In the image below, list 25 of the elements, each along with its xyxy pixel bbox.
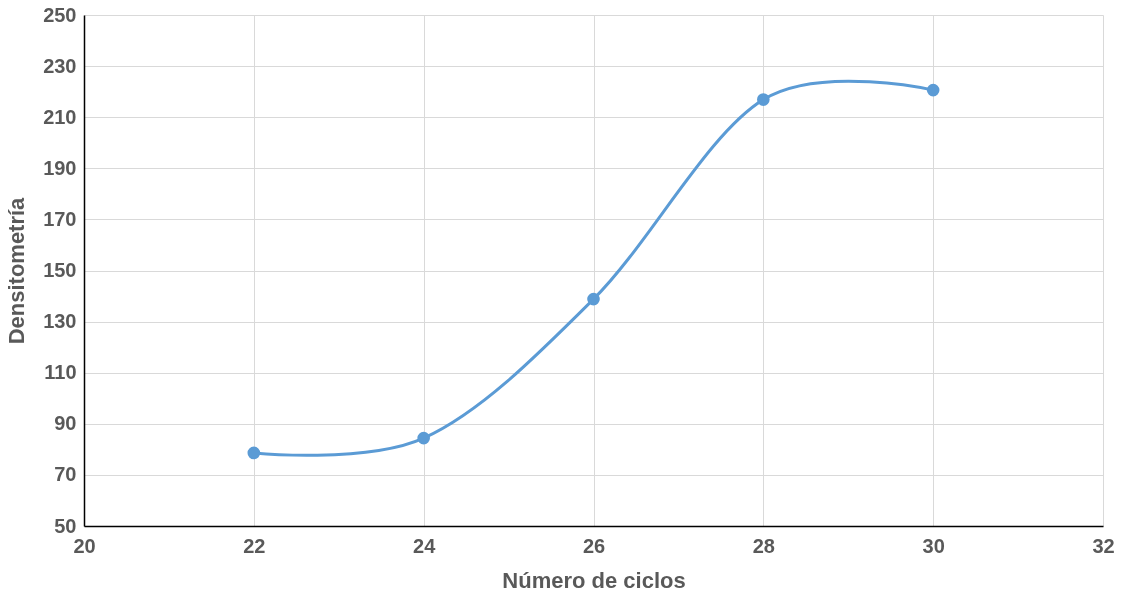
y-tick-label: 70 [54, 463, 77, 486]
x-axis-title: Número de ciclos [502, 567, 686, 593]
y-tick-label: 170 [43, 207, 77, 230]
y-tick-label: 90 [54, 412, 77, 435]
y-tick-label: 110 [44, 361, 77, 384]
y-tick-label: 50 [54, 514, 77, 537]
point [757, 93, 770, 106]
point [926, 83, 940, 97]
y-tick-label: 250 [43, 3, 77, 26]
x-tick-label: 30 [922, 534, 945, 557]
point [247, 446, 261, 460]
x-tick-label: 22 [243, 534, 266, 557]
y-tick-label: 150 [43, 259, 77, 281]
x-tick-label: 26 [582, 534, 606, 557]
x-tick-label: 24 [413, 534, 437, 557]
y-tick-label: 190 [43, 156, 77, 179]
y-tick-label: 210 [43, 105, 77, 128]
x-tick-label: 32 [1092, 534, 1115, 557]
x-tick-label: 28 [752, 534, 775, 557]
point [587, 292, 600, 306]
x-tick-label: 20 [73, 534, 96, 557]
y-tick-label: 130 [43, 310, 77, 333]
y-axis-title: Densitometría [4, 196, 30, 345]
y-tick-label: 230 [43, 54, 77, 77]
point [417, 431, 430, 445]
